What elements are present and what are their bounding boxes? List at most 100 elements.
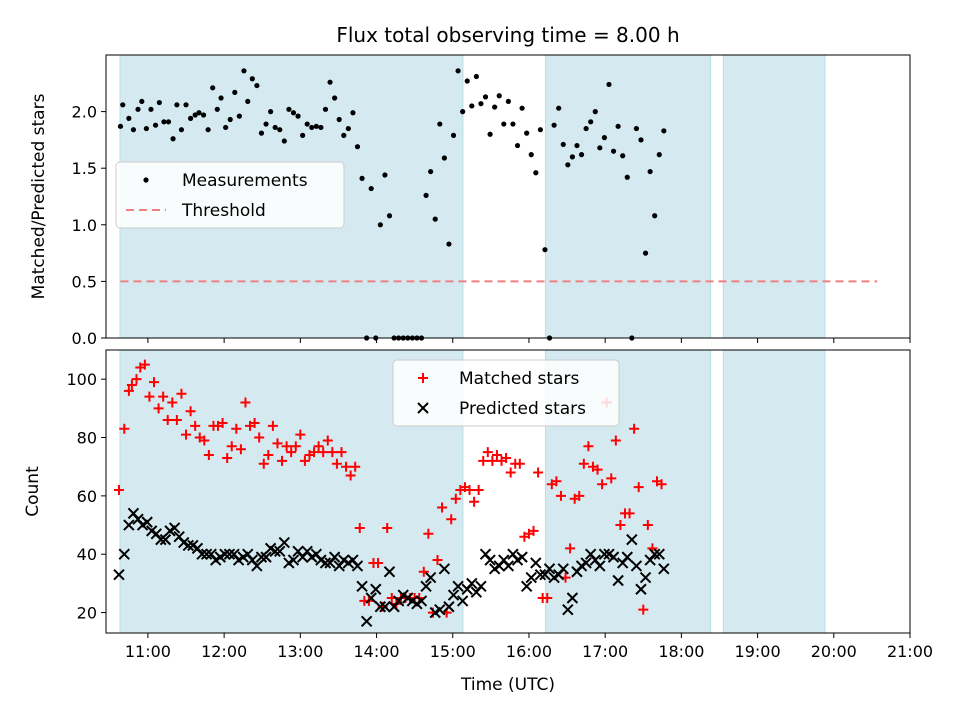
- legend: Measurements Threshold: [115, 161, 345, 229]
- matched-point: [656, 479, 667, 490]
- predicted-point: [196, 548, 208, 560]
- measurement-point: [272, 124, 278, 131]
- measurement-point: [597, 145, 603, 151]
- x-tick-label: 14:00: [353, 642, 399, 661]
- matched-point: [501, 452, 512, 463]
- measurement-point: [368, 185, 374, 192]
- measurement-point: [205, 127, 211, 133]
- x-axis-label: Time (UTC): [460, 675, 555, 695]
- measurement-point: [174, 102, 180, 108]
- measurement-point: [437, 121, 443, 127]
- matched-point: [281, 441, 292, 452]
- measurement-point: [245, 98, 251, 105]
- measurement-point: [200, 112, 207, 118]
- predicted-point: [370, 583, 382, 595]
- measurement-point: [464, 78, 470, 84]
- top-panel: 0.0 0.5 1.0 1.5 2.0 Matched/Predicted stars Me…: [29, 54, 911, 348]
- predicted-point: [123, 519, 135, 531]
- matched-point: [222, 452, 233, 463]
- measurement-point: [148, 106, 154, 112]
- predicted-point: [626, 533, 638, 546]
- predicted-point: [648, 548, 661, 560]
- measurement-point: [143, 125, 149, 132]
- measurement-point: [656, 152, 662, 158]
- matched-point: [446, 514, 457, 525]
- measurement-point: [382, 172, 388, 178]
- matched-point: [505, 467, 516, 478]
- measurement-point: [533, 170, 539, 176]
- measurement-point: [482, 94, 489, 100]
- predicted-point: [374, 601, 387, 613]
- measurement-point: [178, 127, 185, 133]
- measurement-point: [610, 148, 617, 154]
- matched-point: [254, 432, 265, 443]
- plot-frame: [105, 349, 911, 634]
- measurement-point: [277, 127, 283, 133]
- predicted-point: [287, 554, 300, 566]
- predicted-point: [383, 566, 396, 578]
- predicted-point: [420, 580, 432, 593]
- measurement-point: [652, 213, 658, 219]
- x-tick-label: 21:00: [887, 642, 933, 661]
- matched-point: [418, 566, 429, 577]
- measurement-point: [647, 168, 653, 175]
- matched-point: [638, 604, 649, 615]
- measurement-point: [620, 153, 626, 159]
- measurement-point: [258, 130, 265, 136]
- measurement-point: [135, 106, 141, 112]
- predicted-point: [557, 563, 569, 575]
- predicted-point: [159, 533, 172, 546]
- measurement-point: [505, 98, 511, 105]
- matched-point: [309, 447, 320, 458]
- matched-point: [469, 496, 480, 507]
- shaded-interval: [722, 54, 826, 339]
- matched-point: [185, 406, 196, 417]
- y-axis-label: Count: [23, 466, 43, 517]
- matched-point: [258, 458, 269, 469]
- predicted-point: [525, 571, 537, 584]
- legend-label: Predicted stars: [459, 399, 586, 419]
- predicted-point: [621, 551, 633, 563]
- measurement-point: [377, 222, 383, 228]
- measurement-point: [300, 132, 306, 138]
- legend: Matched stars Predicted stars: [392, 359, 620, 427]
- matched-point: [267, 420, 278, 431]
- measurement-point: [196, 110, 202, 116]
- measurement-point: [556, 105, 562, 111]
- measurement-point: [478, 101, 484, 107]
- matched-point: [432, 555, 443, 566]
- predicted-point: [447, 589, 460, 601]
- measurement-point: [241, 68, 247, 74]
- predicted-point: [594, 560, 606, 572]
- matched-point: [345, 470, 356, 481]
- measurement-point: [423, 192, 429, 198]
- measurement-point: [615, 123, 621, 129]
- measurement-point: [487, 131, 493, 137]
- matched-point: [131, 374, 142, 385]
- measurement-point: [519, 105, 525, 111]
- measurement-point: [446, 241, 452, 247]
- predicted-point: [566, 592, 579, 604]
- measurement-point: [428, 168, 434, 175]
- measurement-point: [313, 123, 319, 129]
- predicted-point: [456, 595, 469, 607]
- predicted-point: [635, 583, 647, 595]
- matched-point: [199, 435, 210, 446]
- measurement-point: [441, 155, 447, 161]
- predicted-point: [255, 551, 268, 563]
- measurement-point: [450, 132, 457, 138]
- legend-label: Threshold: [181, 201, 266, 221]
- predicted-point: [118, 548, 130, 560]
- measurement-point: [295, 113, 301, 119]
- legend-label: Matched stars: [459, 369, 579, 389]
- measurement-point: [524, 130, 530, 136]
- predicted-point: [639, 571, 652, 584]
- x-tick-label: 12:00: [201, 642, 247, 661]
- matched-point: [226, 441, 237, 452]
- measurement-point: [318, 124, 324, 131]
- matched-point: [171, 415, 182, 426]
- measurement-point: [214, 106, 220, 112]
- predicted-point: [328, 551, 341, 563]
- matched-point: [331, 458, 342, 469]
